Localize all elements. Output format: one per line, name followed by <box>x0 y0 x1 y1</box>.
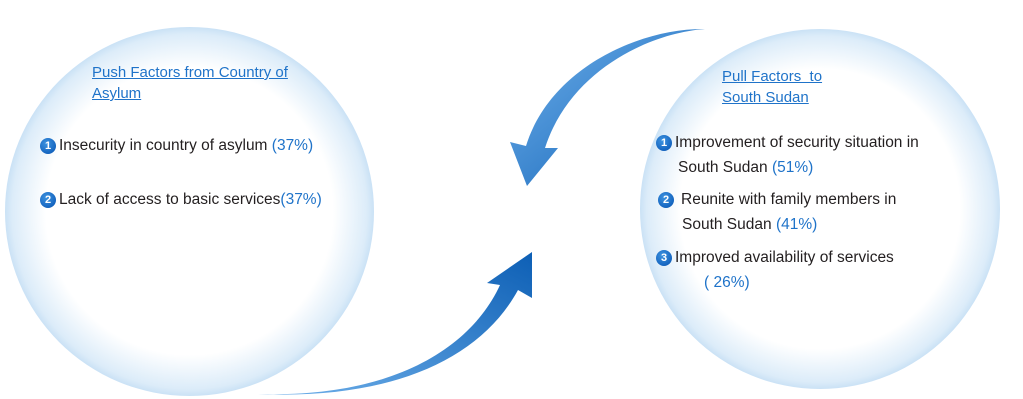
pull-factors-title: Pull Factors to South Sudan <box>722 66 822 108</box>
push-item-1-text: Insecurity in country of asylum <box>59 137 272 154</box>
number-1-badge-icon: 1 <box>656 135 672 151</box>
pull-item-1-line1: Improvement of security situation in <box>675 134 919 151</box>
push-factors-circle <box>5 27 374 396</box>
pull-item-1-line2: South Sudan <box>678 159 772 176</box>
push-item-2-text: Lack of access to basic services <box>59 191 281 208</box>
pull-item-2-line2: South Sudan <box>682 216 776 233</box>
number-2-badge-icon: 2 <box>40 192 56 208</box>
push-item-1-percent: (37%) <box>271 137 314 154</box>
pull-item-1-percent: (51%) <box>771 159 814 176</box>
push-item-2-percent: (37%) <box>280 191 322 208</box>
pull-title-line1: Pull Factors to <box>722 68 823 85</box>
pull-item-3-percent: ( 26%) <box>704 274 750 291</box>
push-title-line2: Asylum <box>92 85 142 102</box>
number-1-badge-icon: 1 <box>40 138 56 154</box>
pull-factors-circle <box>640 29 1000 389</box>
arrow-pull-to-push-icon <box>510 28 705 186</box>
number-2-badge-icon: 2 <box>658 192 674 208</box>
pull-item-1: 1 Improvement of security situation in So… <box>656 130 919 180</box>
number-3-badge-icon: 3 <box>656 250 672 266</box>
arrow-push-to-pull-icon <box>258 252 532 395</box>
push-factors-title: Push Factors from Country of Asylum <box>92 62 288 104</box>
pull-item-3-line1: Improved availability of services <box>675 249 894 266</box>
pull-item-2: 2 Reunite with family members in South Su… <box>658 187 896 237</box>
push-item-1: 1 Insecurity in country of asylum (37%) <box>40 133 313 158</box>
push-title-line1: Push Factors from Country of <box>92 64 288 81</box>
pull-title-line2: South Sudan <box>722 89 809 106</box>
push-item-2: 2 Lack of access to basic services(37%) <box>40 187 322 212</box>
pull-item-2-percent: (41%) <box>775 216 818 233</box>
pull-item-2-line1: Reunite with family members in <box>681 191 897 208</box>
pull-item-3: 3 Improved availability of services ( 26%… <box>656 245 894 295</box>
